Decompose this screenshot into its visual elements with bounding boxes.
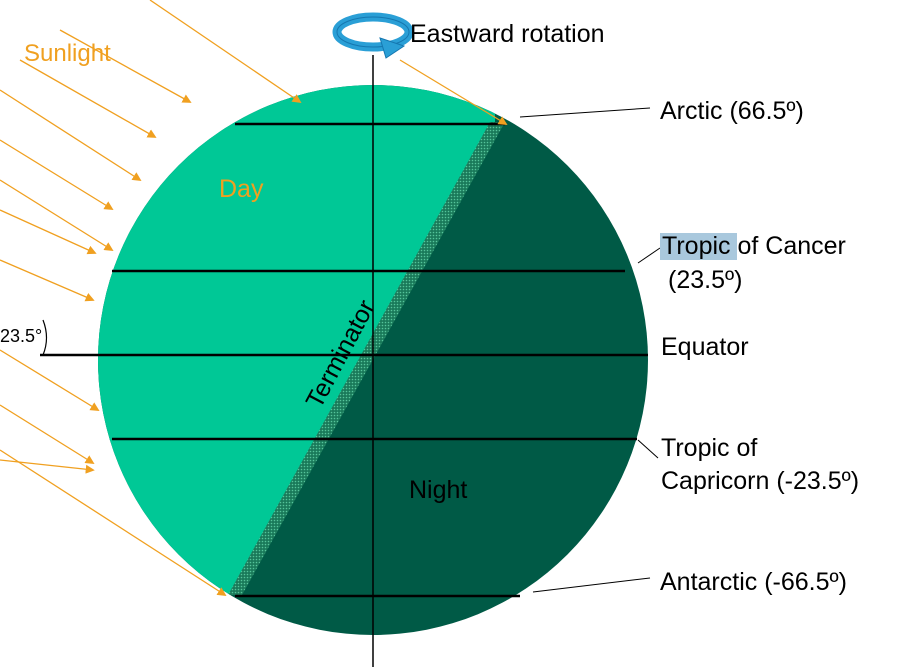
tropic-capricorn-label-2: Capricorn (-23.5º) xyxy=(661,467,859,495)
sunlight-rays xyxy=(0,0,508,596)
rotation-label: Eastward rotation xyxy=(410,20,605,48)
night-label: Night xyxy=(409,476,467,504)
tropic-cancer-label: Tropic of Cancer xyxy=(662,232,846,260)
tropic-cancer-rest: of Cancer xyxy=(731,232,846,260)
tropic-cancer-value: (23.5º) xyxy=(668,266,742,294)
terminator-band xyxy=(228,122,505,595)
day-label: Day xyxy=(219,175,264,203)
cancer-leader xyxy=(637,247,661,264)
tilt-angle-label: 23.5° xyxy=(0,326,42,346)
rotation-arrow-icon xyxy=(332,12,414,59)
tropic-capricorn-label-1: Tropic of xyxy=(661,434,757,462)
capricorn-leader xyxy=(637,439,659,459)
equator-label: Equator xyxy=(661,333,749,361)
tropic-highlight-box xyxy=(660,233,737,260)
tropic-highlight-text: Tropic xyxy=(662,232,731,260)
arctic-label: Arctic (66.5º) xyxy=(660,97,804,125)
antarctic-label: Antarctic (-66.5º) xyxy=(660,568,847,596)
antarctic-leader xyxy=(532,577,651,593)
earth-globe xyxy=(98,85,648,635)
tilt-angle-arc xyxy=(42,319,48,356)
arctic-leader xyxy=(519,107,651,118)
sunlight-label: Sunlight xyxy=(24,40,111,67)
